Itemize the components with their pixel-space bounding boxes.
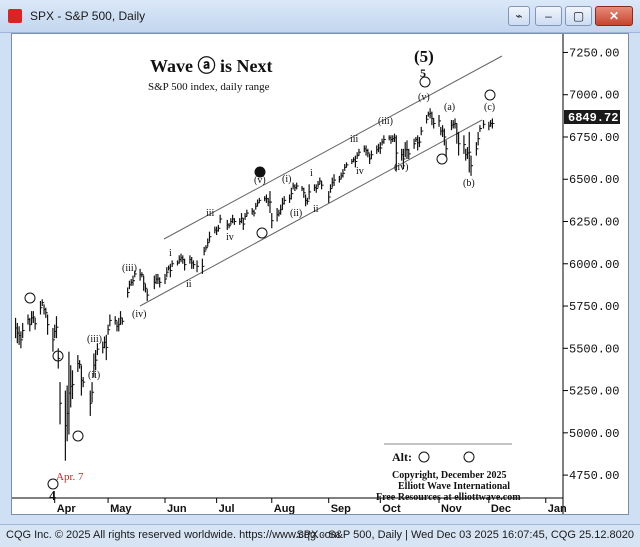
- wave-label-i-paren-2: (i): [282, 174, 291, 185]
- maximize-icon[interactable]: ▢: [565, 6, 592, 26]
- wave-label-iv-paren-2: (iv): [394, 162, 408, 173]
- circle-label-iii: [254, 166, 266, 178]
- y-tick-label: 6500.00: [569, 173, 619, 187]
- x-tick-label: Jun: [167, 503, 187, 514]
- window-titlebar: SPX - S&P 500, Daily ⌁ – ▢ ✕: [0, 0, 640, 33]
- wave-5-minor-label: 5: [420, 66, 426, 80]
- status-bar: CQG Inc. © 2025 All rights reserved worl…: [0, 524, 640, 547]
- wave-label-iii-2: iii: [350, 134, 359, 145]
- link-icon[interactable]: ⌁: [508, 6, 530, 26]
- x-tick-label: May: [110, 503, 132, 514]
- apr7-label: Apr. 7: [56, 471, 84, 483]
- circle-label-c: [24, 292, 36, 304]
- wave-label-i-2: i: [310, 168, 313, 179]
- copyright-line3: Free Resources at elliottwave.com: [376, 492, 521, 503]
- y-tick-label: 6250.00: [569, 216, 619, 230]
- chart-title: Wave ⓐ is Next: [150, 55, 272, 76]
- y-axis-ticks: 7250.00 7000.00 6750.00 6500.00 6250.00 6000.…: [563, 46, 619, 483]
- y-tick-label: 5750.00: [569, 300, 619, 314]
- price-chart: 7250.00 7000.00 6750.00 6500.00 6250.00 6000.…: [12, 34, 620, 514]
- y-tick-label: 5500.00: [569, 342, 619, 356]
- x-tick-label: Nov: [441, 503, 463, 514]
- copyright-line2: Elliott Wave International: [398, 481, 510, 492]
- y-tick-label: 5250.00: [569, 385, 619, 399]
- wave-label-i-paren: (iii): [87, 334, 102, 345]
- circle-label-a: [436, 153, 448, 165]
- circle-label-i: [52, 350, 64, 362]
- last-price-tag: [564, 110, 620, 124]
- channel-lower-line: [139, 119, 483, 307]
- alt-label: Alt:: [392, 450, 412, 464]
- x-tick-label: Sep: [331, 503, 351, 514]
- wave-label-v-paren-2: (v): [418, 92, 430, 103]
- wave-label-ii-2: ii: [313, 204, 319, 215]
- circle-label-b: [484, 89, 496, 101]
- wave-label-iii-paren: (iii): [122, 263, 137, 274]
- y-tick-label: 7000.00: [569, 89, 619, 103]
- x-tick-label: Apr: [57, 503, 77, 514]
- wave-label-ii-paren-2: (ii): [290, 208, 302, 219]
- x-tick-label: Aug: [274, 503, 295, 514]
- wave-5-major-label: (5): [414, 47, 434, 66]
- trend-channel: [139, 55, 503, 307]
- app-icon: [8, 9, 22, 23]
- wave-label-b-paren: (b): [463, 178, 475, 189]
- alt-circle-a: [418, 451, 430, 463]
- circle-label-v: [47, 478, 59, 490]
- wave-label-iii: iii: [206, 208, 215, 219]
- x-tick-label: Dec: [491, 503, 511, 514]
- wave-4-label: 4: [49, 489, 56, 504]
- y-tick-label: 6000.00: [569, 258, 619, 272]
- window-title: SPX - S&P 500, Daily: [30, 9, 146, 23]
- alt-circle-iv: [463, 451, 475, 463]
- wave-label-a-paren: (a): [444, 102, 455, 113]
- x-tick-label: Oct: [382, 503, 401, 514]
- status-info: SPX - S&P 500, Daily | Wed Dec 03 2025 1…: [296, 529, 634, 541]
- status-copyright: CQG Inc. © 2025 All rights reserved worl…: [6, 529, 340, 541]
- price-bars: [14, 108, 495, 461]
- x-tick-label: Jan: [548, 503, 567, 514]
- chart-area: 7250.00 7000.00 6750.00 6500.00 6250.00 6000.…: [11, 33, 629, 515]
- wave-label-iv-paren: (iv): [132, 309, 146, 320]
- wave-label-ii: ii: [186, 279, 192, 290]
- y-tick-label: 4750.00: [569, 469, 619, 483]
- wave-label-iii-paren-2: (iii): [378, 116, 393, 127]
- wave-label-c-paren: (c): [484, 102, 495, 113]
- wave-label-iv-2: iv: [356, 166, 364, 177]
- chart-subtitle: S&P 500 index, daily range: [148, 81, 270, 93]
- minimize-icon[interactable]: –: [535, 6, 562, 26]
- y-tick-label: 7250.00: [569, 46, 619, 60]
- circle-label-ii: [72, 430, 84, 442]
- channel-upper-line: [163, 55, 503, 240]
- wave-label-ii-paren: (ii): [88, 370, 100, 381]
- last-price-value: 6849.72: [568, 111, 618, 125]
- copyright-line1: Copyright, December 2025: [392, 470, 507, 481]
- x-axis-ticks: Apr May Jun Jul Aug Sep Oct Nov Dec Jan: [54, 498, 567, 514]
- wave-label-i: i: [169, 248, 172, 259]
- close-icon[interactable]: ✕: [595, 6, 633, 26]
- wave-label-iv: iv: [226, 232, 234, 243]
- circle-label-iv: [256, 227, 268, 239]
- wave-label-v-paren: (v): [254, 175, 266, 186]
- circle-label-v-top: [419, 76, 431, 88]
- x-tick-label: Jul: [219, 503, 235, 514]
- y-tick-label: 6750.00: [569, 131, 619, 145]
- circled-wave-labels: [24, 76, 496, 490]
- y-tick-label: 5000.00: [569, 427, 619, 441]
